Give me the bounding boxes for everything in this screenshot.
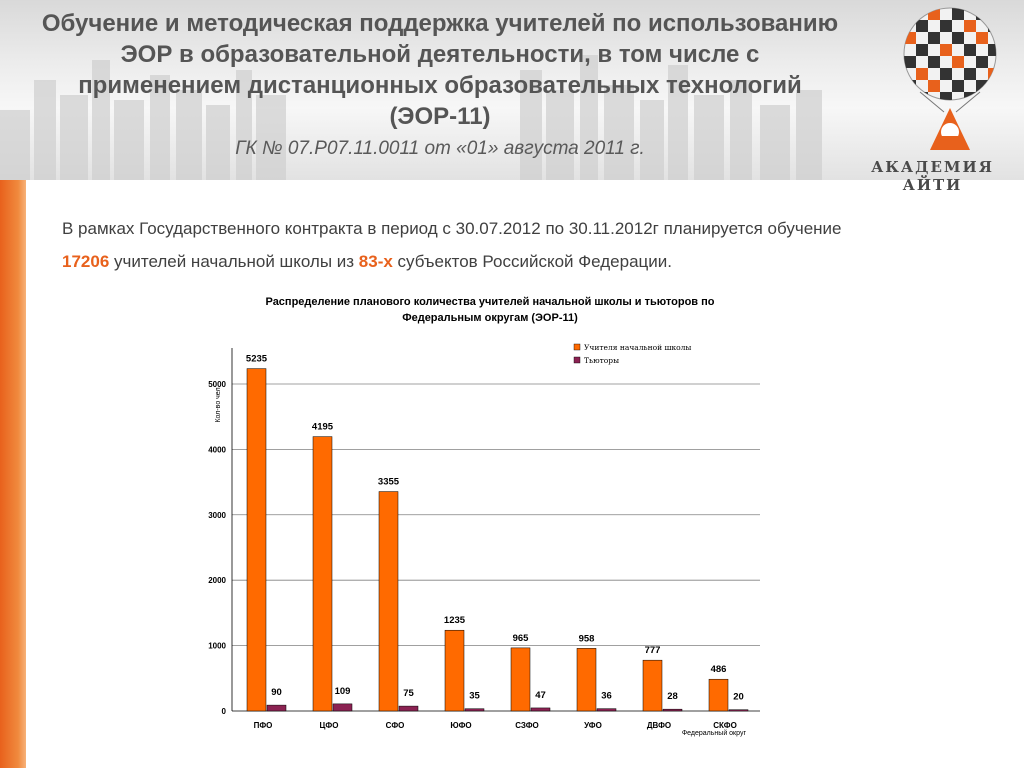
intro-end: субъектов Российской Федерации. xyxy=(392,252,672,271)
intro-mid: учителей начальной школы из xyxy=(109,252,359,271)
y-tick-label: 5000 xyxy=(208,380,226,389)
contract-number: ГК № 07.Р07.11.0011 от «01» августа 2011… xyxy=(235,138,645,159)
data-label: 777 xyxy=(645,645,661,656)
x-axis-title: Федеральный округ xyxy=(682,729,747,737)
x-tick-label: СКФО xyxy=(713,721,737,730)
y-tick-label: 0 xyxy=(222,707,227,716)
data-label: 965 xyxy=(513,633,530,644)
y-tick-label: 3000 xyxy=(208,511,226,520)
legend-label: Учителя начальной школы xyxy=(584,343,691,352)
data-label: 486 xyxy=(711,664,727,675)
x-tick-label: ЮФО xyxy=(450,721,471,730)
intro-line1: В рамках Государственного контракта в пе… xyxy=(62,219,842,238)
page-title: Обучение и методическая поддержка учител… xyxy=(41,10,839,130)
bar-tutors xyxy=(464,708,485,712)
bar-teachers xyxy=(576,648,597,712)
bar-tutors xyxy=(728,709,749,712)
data-label: 958 xyxy=(579,633,595,644)
bar-teachers xyxy=(642,659,663,712)
bar-tutors xyxy=(530,707,551,712)
bar-tutors xyxy=(332,703,353,712)
x-tick-label: УФО xyxy=(584,721,602,730)
bar-teachers xyxy=(444,629,465,712)
chart-title: Распределение планового количества учите… xyxy=(265,296,715,324)
data-label: 90 xyxy=(271,687,282,698)
y-tick-label: 4000 xyxy=(208,445,226,454)
x-tick-label: ЦФО xyxy=(320,721,339,730)
academy-logo-icon xyxy=(903,7,997,150)
bar-tutors xyxy=(662,708,683,712)
data-label: 75 xyxy=(403,688,414,699)
x-tick-label: ПФО xyxy=(254,721,273,730)
bar-teachers xyxy=(246,368,267,712)
data-label: 47 xyxy=(535,690,546,701)
left-accent-bar xyxy=(0,180,26,768)
teacher-count: 17206 xyxy=(62,252,110,271)
y-tick-label: 1000 xyxy=(208,642,226,651)
x-tick-label: СЗФО xyxy=(515,721,539,730)
legend-swatch xyxy=(573,356,581,364)
data-label: 28 xyxy=(667,691,678,702)
bar-tutors xyxy=(596,708,617,712)
bar-teachers xyxy=(708,678,729,712)
data-label: 20 xyxy=(733,692,744,703)
legend-swatch xyxy=(573,343,581,351)
y-tick-label: 2000 xyxy=(208,576,226,585)
intro-text: В рамках Государственного контракта в пе… xyxy=(62,212,992,278)
data-label: 3355 xyxy=(378,477,400,488)
legend-label: Тьюторы xyxy=(584,356,619,365)
x-tick-label: СФО xyxy=(386,721,405,730)
x-tick-label: ДВФО xyxy=(647,721,671,730)
region-count: 83-х xyxy=(358,252,393,271)
data-label: 36 xyxy=(601,691,612,702)
data-label: 35 xyxy=(469,691,480,702)
city-skyline-background xyxy=(0,55,822,180)
bar-tutors xyxy=(398,705,419,712)
brand-name: АКАДЕМИЯ АЙТИ xyxy=(871,158,994,194)
y-axis-title: Кол-во чел xyxy=(215,387,222,422)
data-label: 1235 xyxy=(444,615,466,626)
bar-teachers xyxy=(312,436,333,712)
header-banner xyxy=(0,0,1024,180)
data-label: 109 xyxy=(335,686,351,697)
data-label: 5235 xyxy=(246,354,268,365)
data-label: 4195 xyxy=(312,422,334,433)
bar-teachers xyxy=(378,491,399,712)
bar-teachers xyxy=(510,647,531,712)
bar-tutors xyxy=(266,704,287,712)
